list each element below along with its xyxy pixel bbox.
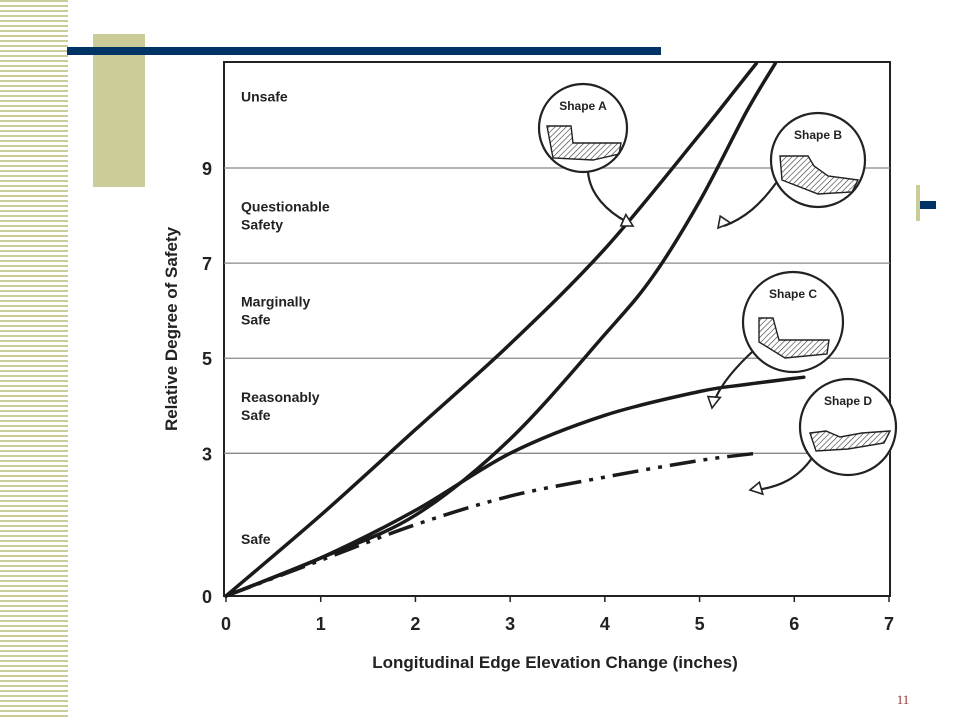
- callout-shape-a: Shape A: [537, 82, 635, 227]
- callout-arrowhead: [706, 395, 722, 410]
- page-number: 11: [896, 692, 910, 707]
- callout-shape-b: Shape B: [716, 111, 867, 230]
- series-line-shape-c: [224, 375, 806, 598]
- callout-arrowhead: [748, 480, 764, 496]
- y-tick-label: 5: [202, 349, 212, 369]
- x-tick-labels: 0 1 2 3 4 5 6 7: [221, 596, 894, 634]
- series-line-shape-a: [224, 61, 759, 598]
- y-axis-label: Relative Degree of Safety: [162, 226, 181, 431]
- right-accent-horizontal: [920, 201, 936, 209]
- title-accent-block: [93, 34, 145, 187]
- callout-pointer: [755, 457, 813, 492]
- x-tick-label: 0: [221, 614, 231, 634]
- x-tick-label: 5: [695, 614, 705, 634]
- data-series: [224, 61, 806, 598]
- zone-label: Unsafe: [241, 89, 288, 105]
- zone-label: Safe: [241, 312, 271, 328]
- callout-label: Shape A: [559, 99, 607, 113]
- zone-label: Reasonably: [241, 389, 320, 405]
- y-tick-labels: 0 3 5 7 9: [202, 159, 212, 607]
- y-tick-label: 7: [202, 254, 212, 274]
- x-axis-label: Longitudinal Edge Elevation Change (inch…: [372, 653, 738, 672]
- left-stripe-decoration: [0, 0, 68, 720]
- callout-label: Shape B: [794, 128, 842, 142]
- zone-label: Questionable: [241, 199, 330, 215]
- callout-shape-c: Shape C: [706, 270, 845, 410]
- shape-cross-section: [758, 317, 830, 359]
- callout-label: Shape D: [824, 394, 872, 408]
- callout-shape-d: Shape D: [748, 377, 898, 496]
- x-tick-label: 4: [600, 614, 610, 634]
- right-accent-vertical: [916, 185, 920, 221]
- title-accent-bar: [67, 47, 661, 55]
- callout-arrowhead: [619, 212, 635, 227]
- x-tick-label: 6: [789, 614, 799, 634]
- shape-cross-section: [809, 430, 892, 452]
- safety-zone-labels: Unsafe Questionable Safety Marginally Safe Re…: [241, 89, 330, 547]
- zone-label: Safety: [241, 217, 283, 233]
- shape-cross-section: [546, 125, 622, 161]
- zone-label: Marginally: [241, 294, 310, 310]
- y-tick-label: 3: [202, 444, 212, 464]
- x-tick-label: 7: [884, 614, 894, 634]
- y-tick-label: 0: [202, 587, 212, 607]
- x-tick-label: 2: [410, 614, 420, 634]
- y-tick-label: 9: [202, 159, 212, 179]
- shape-cross-section: [779, 155, 860, 195]
- callout-arrowhead: [716, 214, 733, 230]
- zone-label: Safe: [241, 407, 271, 423]
- zone-label: Safe: [241, 531, 271, 547]
- x-tick-label: 3: [505, 614, 515, 634]
- callout-pointer: [586, 171, 628, 223]
- shape-callouts: Shape A Shape B Shape C Shape D: [537, 82, 898, 496]
- x-tick-label: 1: [316, 614, 326, 634]
- series-line-shape-d: [225, 451, 757, 598]
- callout-label: Shape C: [769, 287, 817, 301]
